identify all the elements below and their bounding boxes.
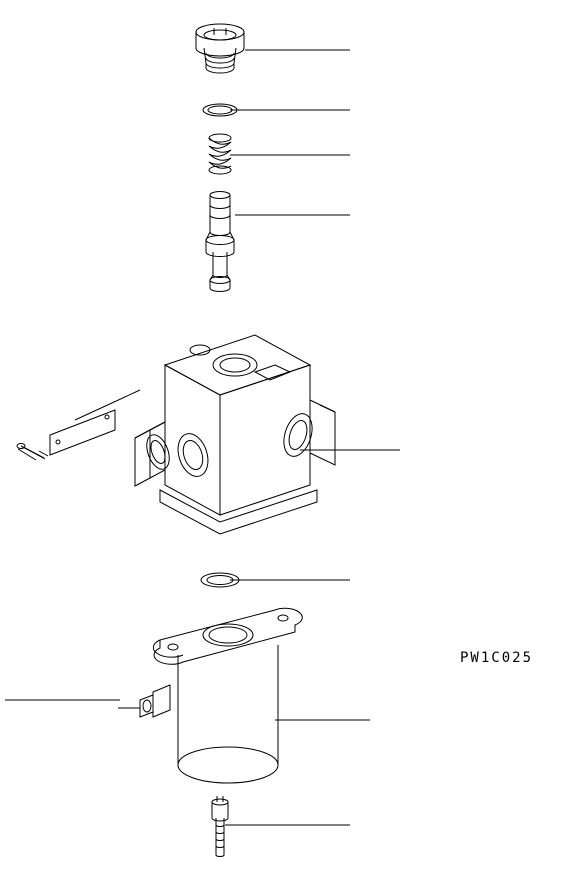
- drawing-number: PW1C025: [460, 650, 533, 666]
- solenoid-part: [118, 608, 302, 783]
- exploded-diagram: [0, 0, 562, 879]
- valve-body: [135, 335, 335, 534]
- spring-part: [209, 134, 231, 174]
- leader-lines: [5, 50, 400, 825]
- plate-screw: [17, 444, 48, 461]
- plug-top: [196, 24, 244, 73]
- bottom-bolt: [212, 796, 228, 857]
- spool-part: [206, 192, 234, 292]
